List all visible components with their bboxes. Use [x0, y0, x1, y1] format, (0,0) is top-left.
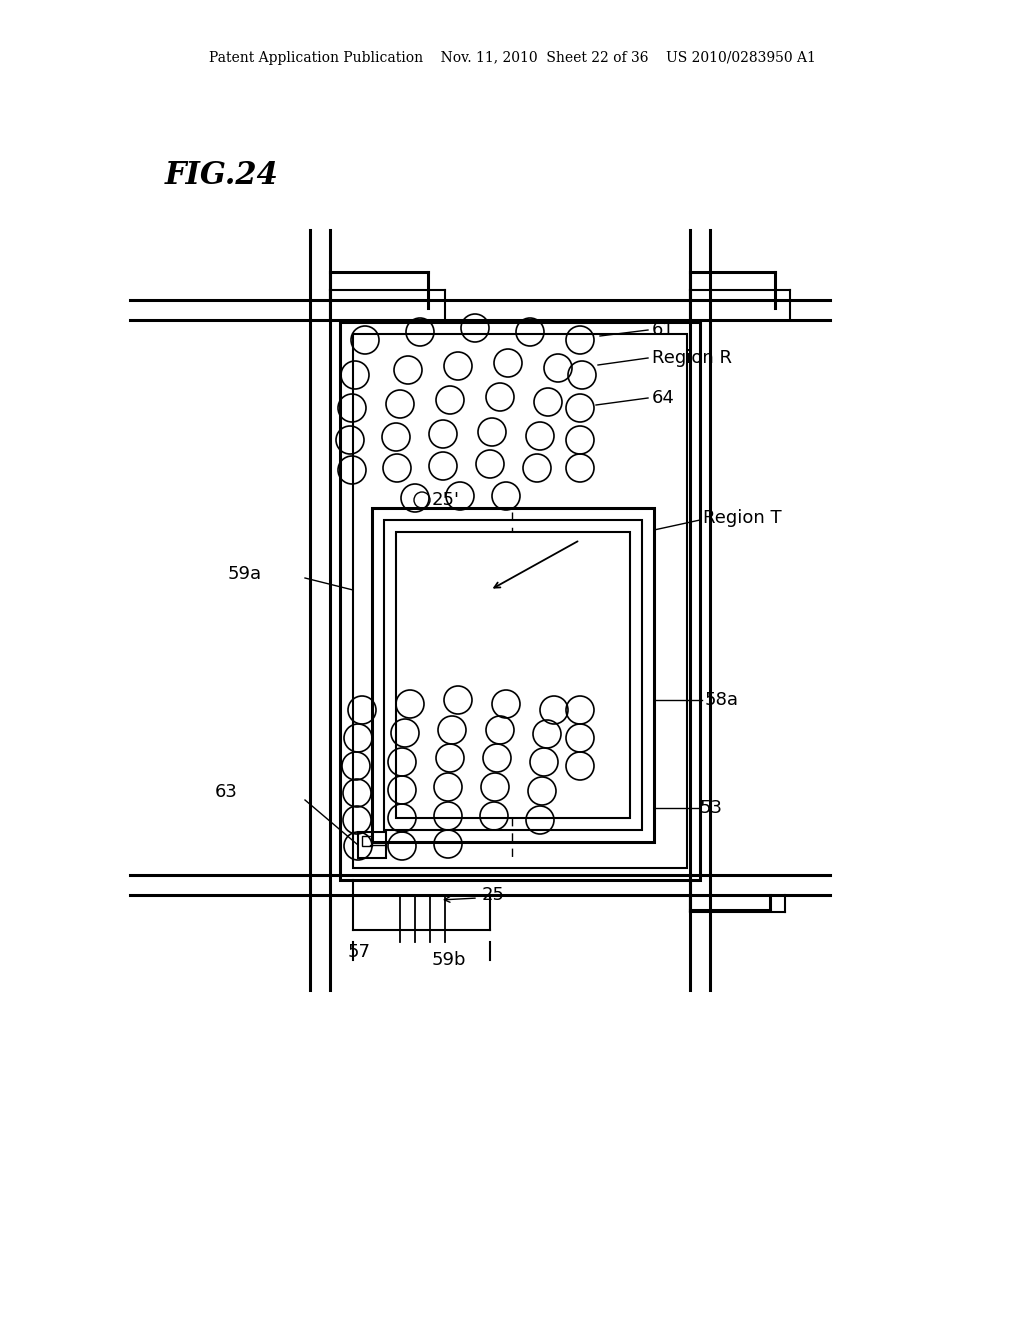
Text: Region R: Region R [652, 348, 732, 367]
Text: 25: 25 [482, 886, 505, 904]
Text: 59a: 59a [228, 565, 262, 583]
Text: Region T: Region T [703, 510, 781, 527]
Bar [353, 334, 687, 869]
Text: 53: 53 [700, 799, 723, 817]
Bar [384, 520, 642, 830]
Text: 58a: 58a [705, 690, 739, 709]
Text: 64: 64 [652, 389, 675, 407]
Text: 61: 61 [652, 321, 675, 339]
Text: 25': 25' [432, 491, 460, 510]
Text: Patent Application Publication    Nov. 11, 2010  Sheet 22 of 36    US 2010/02839: Patent Application Publication Nov. 11, … [209, 51, 815, 65]
Text: 57: 57 [348, 942, 371, 961]
Text: 63: 63 [215, 783, 238, 801]
Bar [372, 508, 654, 842]
Bar [362, 836, 372, 846]
Text: FIG.24: FIG.24 [165, 160, 279, 190]
Bar [358, 832, 386, 858]
Text: 59b: 59b [432, 950, 467, 969]
Bar [396, 532, 630, 818]
Bar [340, 322, 700, 880]
